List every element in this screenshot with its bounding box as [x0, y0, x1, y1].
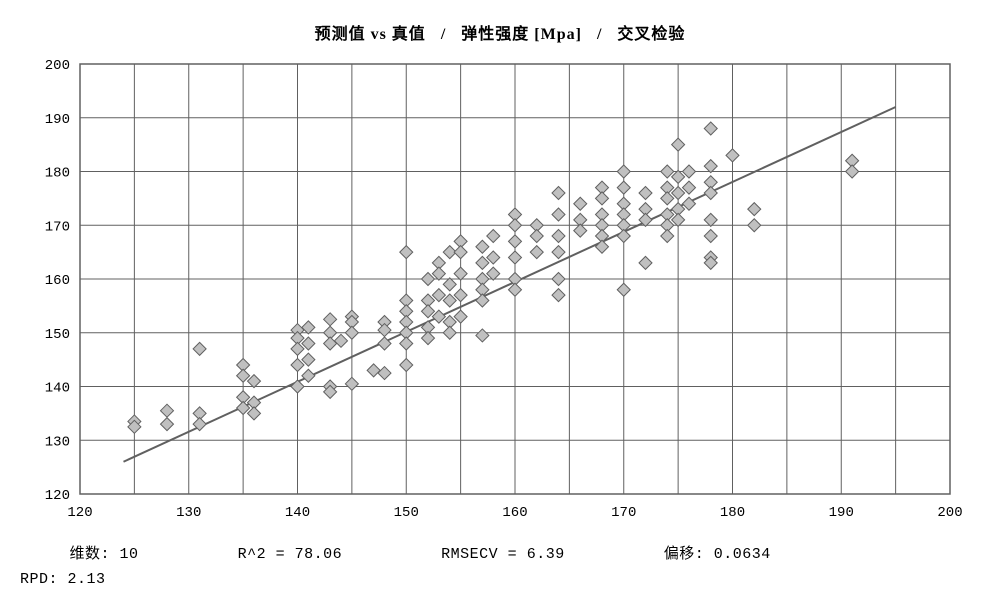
- svg-text:150: 150: [45, 327, 70, 343]
- rpd-label: RPD:: [20, 571, 58, 588]
- rpd-value: 2.13: [68, 571, 106, 588]
- title-sep2: /: [597, 26, 602, 43]
- title-mid: 弹性强度 [Mpa]: [461, 26, 582, 43]
- scatter-plot: 120 130 140 150 160 170 180 190 200 120 130 140 150 1…: [20, 54, 970, 529]
- bias-value: 0.0634: [714, 546, 771, 563]
- r2-value: 78.06: [295, 546, 343, 563]
- stats-line-2: RPD: 2.13: [20, 571, 980, 588]
- svg-text:190: 190: [829, 505, 854, 521]
- stats-line-1: 维数: 10 R^2 = 78.06 RMSECV = 6.39 偏移: 0.0…: [20, 542, 980, 563]
- chart-title: 预测值 vs 真值 / 弹性强度 [Mpa] / 交叉检验: [20, 20, 980, 44]
- svg-text:200: 200: [937, 505, 962, 521]
- svg-text:130: 130: [45, 434, 70, 450]
- r2-label: R^2 =: [238, 546, 286, 563]
- svg-text:200: 200: [45, 58, 70, 74]
- rmsecv-value: 6.39: [527, 546, 565, 563]
- svg-text:150: 150: [394, 505, 419, 521]
- svg-text:160: 160: [45, 273, 70, 289]
- svg-text:120: 120: [45, 488, 70, 504]
- svg-text:130: 130: [176, 505, 201, 521]
- chart-container: 预测值 vs 真值 / 弹性强度 [Mpa] / 交叉检验 1201301401…: [20, 20, 980, 588]
- svg-text:140: 140: [45, 381, 70, 397]
- dim-label: 维数:: [70, 542, 111, 563]
- dim-value: 10: [120, 546, 139, 563]
- svg-text:160: 160: [502, 505, 527, 521]
- svg-text:140: 140: [285, 505, 310, 521]
- svg-text:190: 190: [45, 112, 70, 128]
- svg-text:120: 120: [67, 505, 92, 521]
- title-left: 预测值 vs 真值: [315, 26, 426, 43]
- plot-area: 120 130 140 150 160 170 180 190 200 120 130 140 150 1…: [20, 54, 980, 534]
- title-sep1: /: [441, 26, 446, 43]
- rmsecv-label: RMSECV =: [441, 546, 517, 563]
- svg-text:180: 180: [720, 505, 745, 521]
- svg-text:170: 170: [611, 505, 636, 521]
- svg-text:180: 180: [45, 166, 70, 182]
- svg-text:170: 170: [45, 219, 70, 235]
- bias-label: 偏移:: [664, 542, 705, 563]
- title-right: 交叉检验: [617, 26, 685, 43]
